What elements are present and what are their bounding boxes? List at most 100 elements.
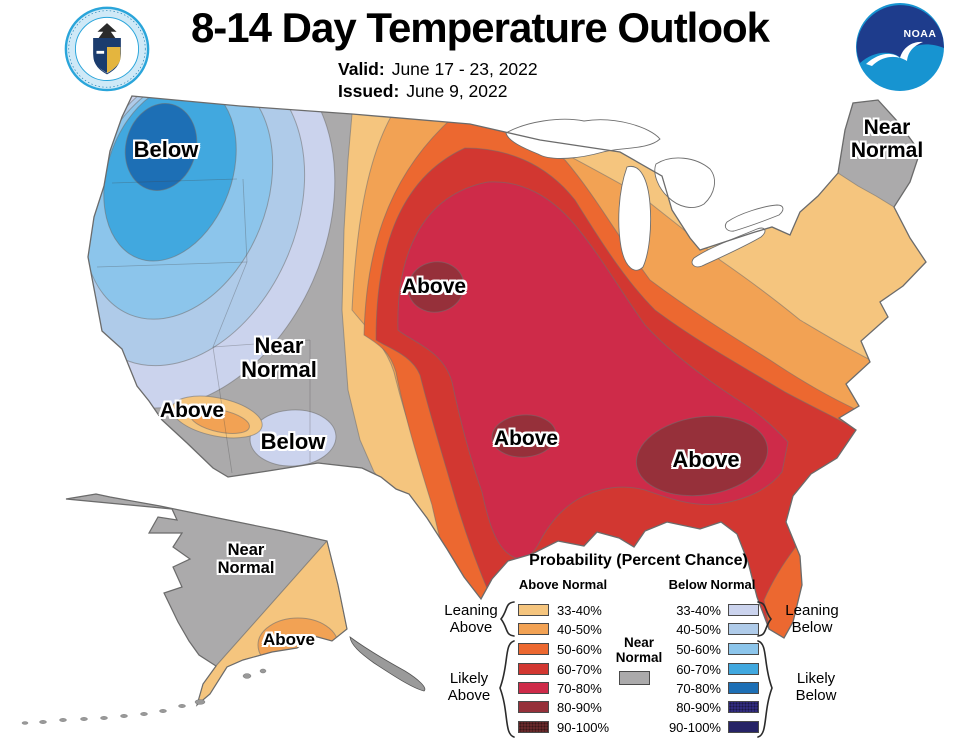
legend-row-above: 33-40%: [518, 601, 602, 619]
page-title: 8-14 Day Temperature Outlook: [190, 4, 770, 51]
core-above-80-90-southern-plains: [491, 414, 557, 458]
core-below-70-80-pnw: [124, 103, 198, 191]
swatch-above-70-80: [518, 682, 549, 694]
swatch-below-70-80: [728, 682, 759, 694]
swatch-below-80-90: [728, 701, 759, 713]
swatch-below-60-70: [728, 663, 759, 675]
label-basin-line1: Near: [254, 333, 304, 358]
legend-pct: 80-90%: [676, 699, 721, 715]
alaska-outline: [65, 493, 348, 707]
lake-huron: [654, 157, 715, 208]
label-alaska-line1: Near: [227, 541, 265, 559]
patch-above-socal-inner: [190, 408, 250, 434]
lake-michigan: [618, 165, 652, 271]
aleutian-islands: [21, 668, 267, 725]
legend-near-normal-swatch-wrap: [619, 671, 650, 690]
legend-braces: [499, 601, 773, 738]
eagle-icon: [97, 23, 117, 39]
legend-near-line2: Normal: [615, 650, 663, 665]
swatch-below-33-40: [728, 604, 759, 616]
patch-below-southwest: [249, 409, 337, 467]
legend-pct: 40-50%: [676, 621, 721, 637]
swatch-above-80-90: [518, 701, 549, 713]
legend-row-below: 33-40%: [648, 601, 759, 619]
label-southeast-above: Above: [672, 447, 740, 472]
likely-above-line2: Above: [447, 686, 491, 704]
commerce-seal: [64, 6, 150, 92]
legend-pct: 50-60%: [557, 641, 602, 657]
swatch-below-40-50: [728, 623, 759, 635]
legend-row-above: 90-100%: [518, 718, 609, 736]
label-pnw-below: Below: [133, 137, 199, 162]
legend-pct: 60-70%: [676, 661, 721, 677]
legend-row-above: 70-80%: [518, 679, 602, 697]
swatch-above-40-50: [518, 623, 549, 635]
legend-title: Probability (Percent Chance): [529, 552, 748, 569]
valid-line: Valid: June 17 - 23, 2022: [338, 59, 538, 80]
legend-leaning-above: Leaning Above: [425, 602, 517, 636]
swatch-above-60-70: [518, 663, 549, 675]
legend-pct: 33-40%: [676, 602, 721, 618]
issued-value: June 9, 2022: [406, 81, 508, 101]
legend-pct: 40-50%: [557, 621, 602, 637]
label-basin-line2: Normal: [241, 356, 317, 382]
legend-pct: 80-90%: [557, 699, 602, 715]
legend-row-below: 50-60%: [648, 640, 759, 658]
label-maine-line1: Near: [863, 116, 911, 139]
alaska-panhandle: [349, 636, 426, 692]
label-socal-above: Above: [159, 399, 225, 422]
legend-row-below: 70-80%: [648, 679, 759, 697]
legend-near-normal-label: Near Normal: [597, 635, 681, 665]
issued-label: Issued:: [338, 81, 400, 101]
swatch-near-normal: [619, 671, 650, 685]
valid-value: June 17 - 23, 2022: [391, 59, 538, 79]
legend-below-header: Below Normal: [668, 577, 756, 592]
conus-outline: [87, 95, 927, 639]
label-basin-near-normal: Near Normal: [217, 334, 341, 382]
brace-leaning-below: [757, 601, 773, 637]
lake-ontario: [724, 204, 784, 232]
legend-likely-above: Likely Above: [423, 670, 515, 704]
legend-pct: 90-100%: [557, 719, 610, 735]
label-maine-line2: Normal: [850, 138, 924, 162]
brace-likely-below: [757, 640, 773, 738]
noaa-logo-text: NOAA: [904, 28, 937, 40]
state-borders: [96, 178, 311, 474]
shield-icon: [93, 37, 121, 75]
legend-row-above: 60-70%: [518, 660, 602, 678]
swatch-above-50-60: [518, 643, 549, 655]
swatch-below-50-60: [728, 643, 759, 655]
likely-below-line2: Below: [795, 686, 837, 704]
valid-label: Valid:: [338, 59, 385, 79]
core-above-80-90-central-plains: [407, 261, 465, 313]
core-above-80-90-southeast: [635, 415, 769, 497]
legend-leaning-below: Leaning Below: [764, 602, 860, 636]
label-maine-near-normal: Near Normal: [826, 116, 948, 162]
label-southern-plains-above: Above: [493, 427, 559, 450]
legend-row-below: 60-70%: [648, 660, 759, 678]
label-central-plains-above: Above: [401, 275, 467, 298]
label-southwest-below: Below: [260, 429, 326, 454]
legend-near-line1: Near: [623, 635, 655, 650]
likely-above-line1: Likely: [449, 670, 489, 687]
great-lakes: [505, 118, 784, 271]
noaa-logo: NOAA: [856, 3, 944, 91]
legend-pct: 70-80%: [557, 680, 602, 696]
likely-below-line1: Likely: [796, 670, 836, 687]
legend-pct: 60-70%: [557, 661, 602, 677]
legend-above-header: Above Normal: [518, 577, 608, 592]
legend-row-above: 50-60%: [518, 640, 602, 658]
noaa-logo-sky: [856, 5, 944, 64]
legend-pct: 70-80%: [676, 680, 721, 696]
leaning-above-line1: Leaning: [444, 602, 498, 619]
swatch-above-90-100: [518, 721, 549, 733]
leaning-above-line2: Above: [449, 618, 493, 636]
issued-line: Issued: June 9, 2022: [338, 81, 507, 102]
swatch-above-33-40: [518, 604, 549, 616]
alaska-inset: [21, 493, 426, 725]
label-alaska-near-normal: Near Normal: [198, 541, 294, 578]
brace-likely-above: [499, 640, 515, 738]
legend-row-below: 90-100%: [648, 718, 759, 736]
